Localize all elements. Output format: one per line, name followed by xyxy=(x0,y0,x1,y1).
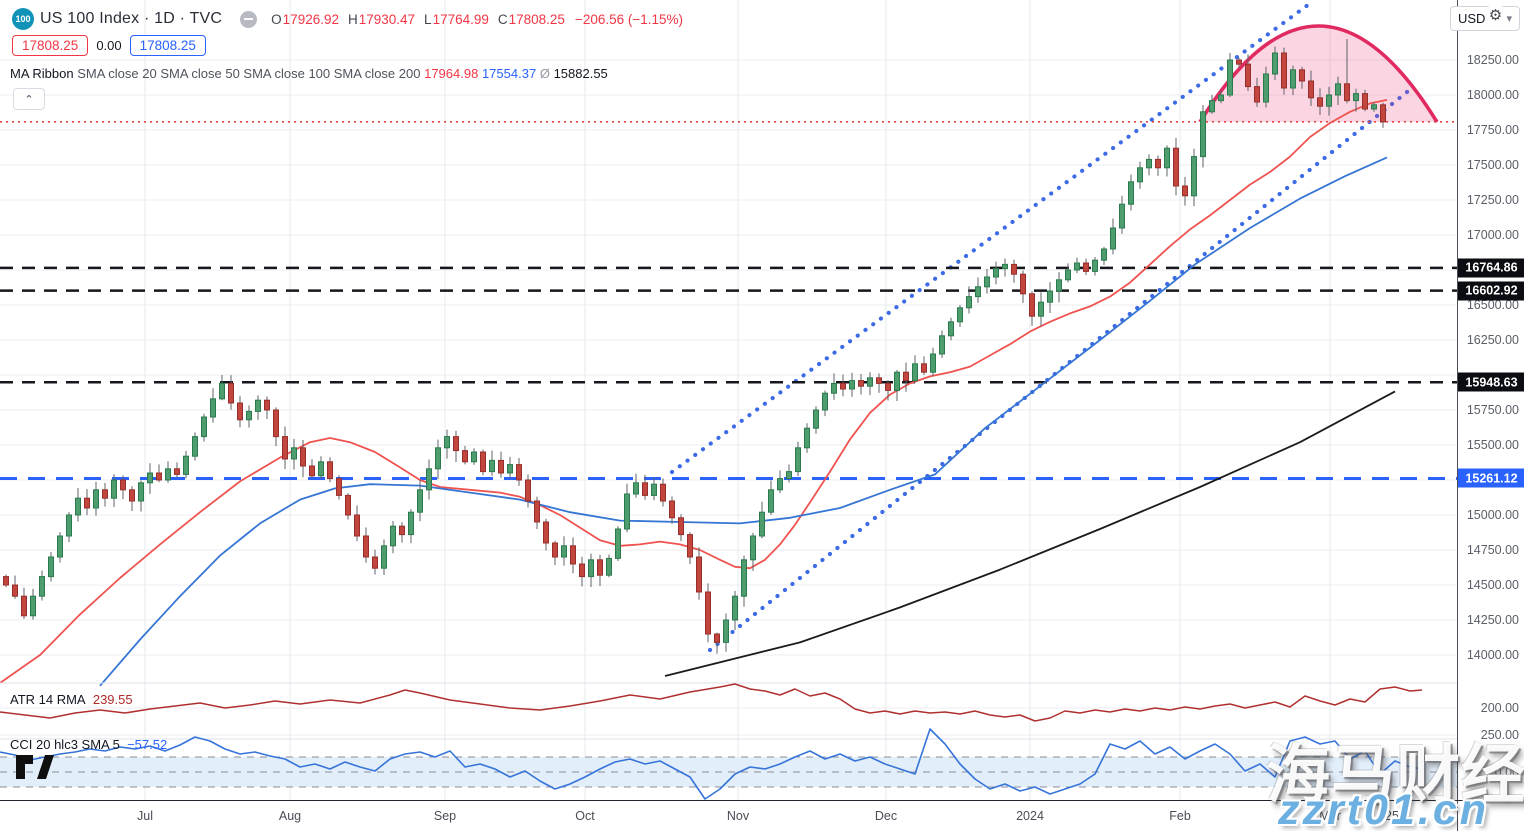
atr-line[interactable] xyxy=(0,683,1423,722)
axis-corner xyxy=(1457,800,1524,831)
month-label: 2024 xyxy=(1016,809,1044,823)
trend-channel-line-upper[interactable] xyxy=(669,0,1315,475)
collapse-panel-button[interactable]: ⌃ xyxy=(13,88,45,110)
indicator-tick: 0.00 xyxy=(1494,765,1519,779)
month-label: Jul xyxy=(137,809,153,823)
price-tick: 16250.00 xyxy=(1466,333,1519,347)
candles-series xyxy=(3,39,1386,654)
ma-ribbon-legend[interactable]: MA Ribbon SMA close 20 SMA close 50 SMA … xyxy=(10,66,608,81)
month-label: Feb xyxy=(1169,809,1191,823)
month-label: Sep xyxy=(433,809,457,823)
price-tick: 18250.00 xyxy=(1466,53,1519,67)
sell-price-button[interactable]: 17808.25 xyxy=(12,35,89,56)
symbol-logo-icon: 100 xyxy=(12,8,34,30)
change-value: −206.56 (−1.15%) xyxy=(574,11,684,27)
atr-pane-legend[interactable]: ATR 14 RMA 239.55 xyxy=(10,692,133,707)
chart-plot-area[interactable] xyxy=(0,0,1457,800)
price-tick: 14250.00 xyxy=(1466,613,1519,627)
price-axis[interactable]: USD ▾ 18250.00 18000.00 17750.00 17500.00 172… xyxy=(1450,0,1524,800)
price-tick: 17250.00 xyxy=(1466,193,1519,207)
month-label: Aug xyxy=(278,809,302,823)
sma20-value: 17964.98 xyxy=(424,66,479,81)
ma-line-sma200[interactable] xyxy=(664,390,1396,677)
atr-value: 239.55 xyxy=(92,692,133,707)
sma50-value: 17554.37 xyxy=(481,66,537,81)
price-tick: 14000.00 xyxy=(1466,648,1519,662)
chevron-down-icon: ▾ xyxy=(1506,13,1512,25)
tradingview-logo[interactable] xyxy=(14,752,56,782)
price-tick: 16500.00 xyxy=(1466,298,1519,312)
month-label: 25 xyxy=(1385,809,1399,823)
price-tick: 17000.00 xyxy=(1466,228,1519,242)
price-tick: 17750.00 xyxy=(1466,123,1519,137)
indicator-tick: 250.00 xyxy=(1480,728,1519,742)
price-tick: 18000.00 xyxy=(1466,88,1519,102)
ma-line-sma20[interactable] xyxy=(0,99,1388,684)
price-level-badge[interactable]: 15261.12 xyxy=(1458,468,1524,488)
price-level-badge[interactable]: 16602.92 xyxy=(1458,281,1524,301)
price-tick: 14500.00 xyxy=(1466,578,1519,592)
gear-icon[interactable]: ⚙ xyxy=(1485,4,1506,25)
month-label: Oct xyxy=(575,809,595,823)
price-tick: 15750.00 xyxy=(1466,403,1519,417)
price-tick: 15000.00 xyxy=(1466,508,1519,522)
price-tick: 17500.00 xyxy=(1466,158,1519,172)
spread-value: 0.00 xyxy=(96,38,122,53)
price-tick: 15500.00 xyxy=(1466,438,1519,452)
sma200-value: 15882.55 xyxy=(553,66,608,81)
month-label: Dec xyxy=(874,809,898,823)
time-axis[interactable]: Jul Aug Sep Oct Nov Dec 2024 Feb Mar 25 xyxy=(0,800,1457,831)
indicator-tick: 200.00 xyxy=(1480,701,1519,715)
price-level-badge[interactable]: 15948.63 xyxy=(1458,372,1524,392)
month-label: Mar xyxy=(1319,809,1341,823)
month-label: Nov xyxy=(726,809,750,823)
cci-value: −57.52 xyxy=(127,737,168,752)
price-level-badge[interactable]: 16764.86 xyxy=(1458,258,1524,278)
ma-line-sma50[interactable] xyxy=(99,156,1388,687)
price-tick: 14750.00 xyxy=(1466,543,1519,557)
cci-line[interactable] xyxy=(0,728,1423,800)
buy-price-button[interactable]: 17808.25 xyxy=(129,35,206,56)
symbol-title[interactable]: US 100 Index · 1D · TVC xyxy=(40,10,223,27)
collapse-symbol-icon[interactable] xyxy=(240,10,258,28)
ohlc-values: O17926.92 H17930.47 L17764.99 C17808.25 … xyxy=(271,11,684,27)
cci-pane-legend[interactable]: CCI 20 hlc3 SMA 5 −57.52 xyxy=(10,737,168,752)
